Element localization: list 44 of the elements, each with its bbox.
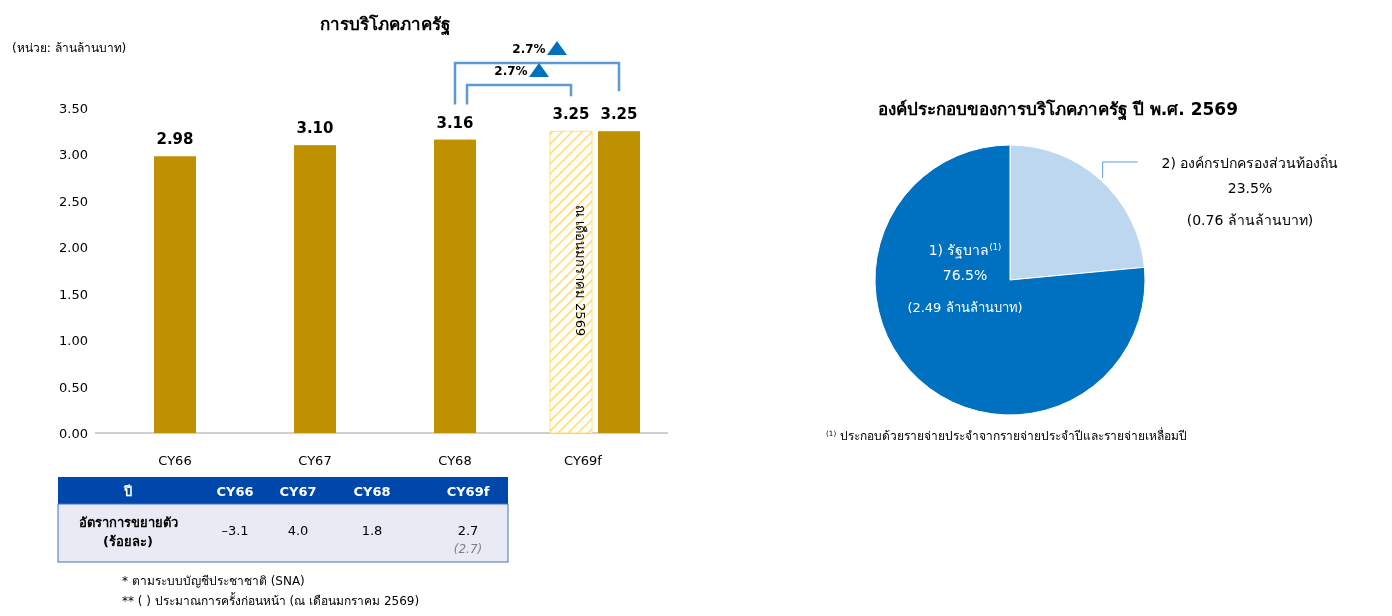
y-tick-label: 0.50 xyxy=(59,379,88,395)
x-tick-label: CY68 xyxy=(438,453,472,468)
data-label: 23.5% xyxy=(1227,180,1273,196)
text: 1.8 xyxy=(361,523,383,538)
text: 2.7 xyxy=(457,523,479,538)
y-tick-label: 1.00 xyxy=(59,333,88,349)
chart-title: การบริโภคภาครัฐ xyxy=(320,14,450,36)
y-axis-title: (หน่วย: ล้านล้านบาท) xyxy=(12,41,127,55)
y-tick-label: 1.50 xyxy=(59,286,88,302)
text: $^{(1)}$ ประกอบด้วยรายจ่ายประจำจากรายจ่ายประจำปีและรายจ่ายเหลื่อมปี xyxy=(826,427,1188,443)
x-tick-label: CY66 xyxy=(158,453,192,468)
text: (2.7) xyxy=(453,542,483,556)
chart-title: องค์ประกอบของการบริโภคภาครัฐ ปี พ.ศ. 2569 xyxy=(878,99,1238,121)
category-label: CY67 xyxy=(279,484,317,499)
text: 2.7% xyxy=(512,42,546,56)
data-label: 3.25 xyxy=(552,105,590,124)
annotation: ณ เดือนมกราคม 2569 xyxy=(573,204,588,337)
x-tick-label: CY69f xyxy=(564,453,603,468)
text: 4.0 xyxy=(287,523,309,538)
y-tick-label: 3.50 xyxy=(59,101,88,116)
text: –3.1 xyxy=(221,523,249,538)
y-tick-label: 2.50 xyxy=(59,193,88,209)
data-label: 3.16 xyxy=(436,113,474,132)
text: (0.76 ล้านล้านบาท) xyxy=(1186,212,1314,228)
category-label: CY69f xyxy=(446,484,490,499)
y-tick-label: 2.00 xyxy=(59,240,88,256)
text: ** ( ) ประมาณการครั้งก่อนหน้า (ณ เดือนมกราคม 2569) xyxy=(122,592,420,608)
data-label: 2.98 xyxy=(156,130,194,149)
text: 2.7% xyxy=(494,64,528,78)
y-tick-label: 0.00 xyxy=(59,426,88,441)
text: อัตราการขยายตัว (ร้อยละ) xyxy=(78,515,178,549)
data-label: 76.5% xyxy=(942,267,988,283)
data-label: 3.10 xyxy=(296,119,334,138)
category-label: CY68 xyxy=(353,484,391,499)
slice-label: 2) องค์กรปกครองส่วนท้องถิ่น xyxy=(1161,154,1339,171)
y-tick-label: 3.00 xyxy=(59,147,88,163)
category-label: CY66 xyxy=(216,484,254,499)
data-label: 3.25 xyxy=(600,105,638,124)
x-tick-label: CY67 xyxy=(298,453,332,468)
text: ปี xyxy=(123,484,132,499)
slice-label: 1) รัฐบาล$^{(1)}$ xyxy=(928,242,1002,259)
text: (2.49 ล้านล้านบาท) xyxy=(907,300,1023,315)
pie-slice xyxy=(874,144,1146,416)
text: * ตามระบบบัญชีประชาชาติ (SNA) xyxy=(122,574,305,588)
